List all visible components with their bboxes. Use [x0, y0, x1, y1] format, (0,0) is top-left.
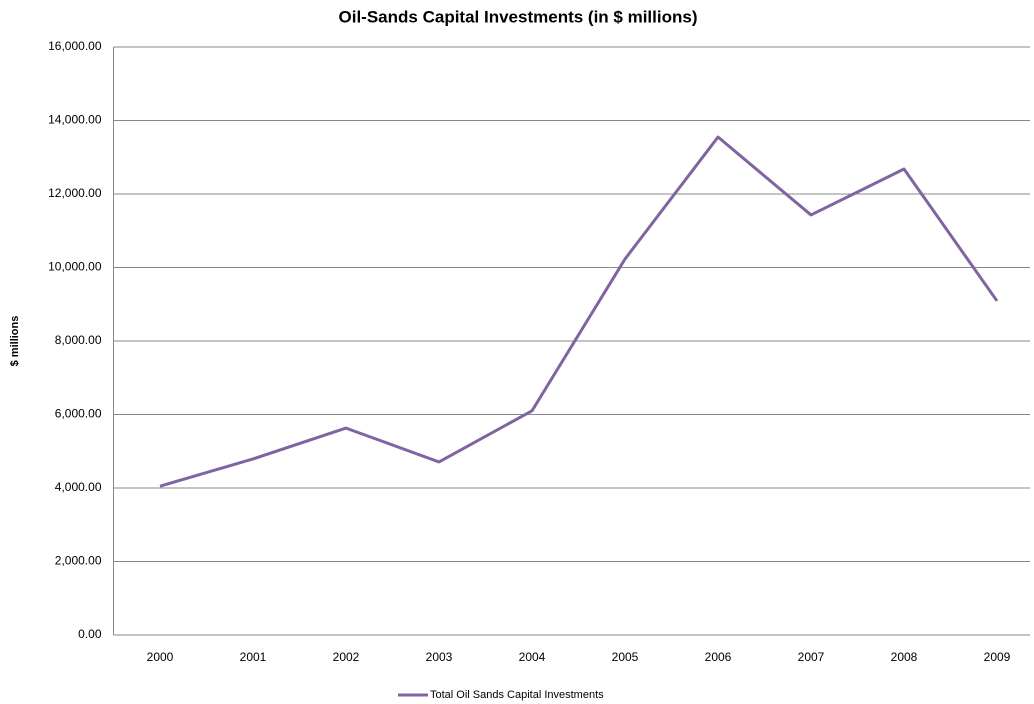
- x-tick-label: 2004: [519, 650, 546, 664]
- y-tick-label: 0.00: [78, 627, 102, 641]
- y-tick-label: 12,000.00: [48, 186, 102, 200]
- y-tick-label: 8,000.00: [55, 333, 102, 347]
- x-tick-label: 2008: [891, 650, 918, 664]
- y-tick-label: 6,000.00: [55, 407, 102, 421]
- y-tick-label: 16,000.00: [48, 39, 102, 53]
- y-tick-label: 10,000.00: [48, 260, 102, 274]
- y-tick-label: 4,000.00: [55, 480, 102, 494]
- x-tick-label: 2002: [333, 650, 360, 664]
- chart-title: Oil-Sands Capital Investments (in $ mill…: [339, 7, 698, 26]
- x-tick-label: 2001: [240, 650, 267, 664]
- x-tick-label: 2006: [705, 650, 732, 664]
- x-tick-label: 2000: [147, 650, 174, 664]
- x-tick-label: 2003: [426, 650, 453, 664]
- x-tick-label: 2005: [612, 650, 639, 664]
- x-tick-label: 2009: [984, 650, 1011, 664]
- x-tick-label: 2007: [798, 650, 825, 664]
- data-line: [159, 135, 999, 488]
- y-axis-label: $ millions: [9, 316, 21, 367]
- y-tick-label: 2,000.00: [55, 554, 102, 568]
- legend-label: Total Oil Sands Capital Investments: [430, 689, 604, 701]
- y-tick-label: 14,000.00: [48, 113, 102, 127]
